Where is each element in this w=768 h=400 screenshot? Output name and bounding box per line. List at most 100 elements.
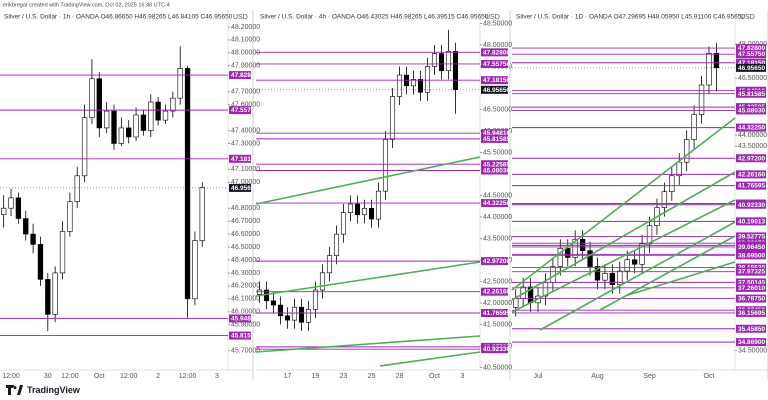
y-tick-label: 34.50000	[738, 347, 767, 354]
trendline	[599, 235, 736, 311]
y-tick-label: 47.00000	[231, 179, 260, 186]
x-tick-label: 30	[44, 373, 52, 380]
candle-body	[661, 191, 668, 208]
y-tick-label: 48.00000	[231, 50, 260, 57]
level-label: 47.55750	[231, 107, 258, 114]
level-label: 42.26160	[738, 171, 765, 178]
level-tag	[481, 48, 508, 57]
x-tick-label: Oct	[429, 373, 440, 380]
level-tag	[736, 242, 766, 251]
candle-body	[410, 79, 417, 87]
candle-body	[133, 114, 139, 138]
candle-body	[445, 51, 452, 72]
candle-body	[572, 239, 578, 258]
candle-body	[587, 250, 593, 267]
y-tick-label: 48.00000	[483, 42, 512, 49]
y-tick-label: 44.50000	[483, 192, 512, 199]
y-axis-unit: USD	[233, 14, 248, 21]
chart-panel: 48.0000046.5000044.0000043.5000034.50000…	[512, 10, 768, 380]
candle-body	[698, 84, 705, 115]
level-label: 45.81585	[738, 91, 765, 98]
candle-body	[431, 53, 438, 67]
candle-body	[277, 304, 284, 317]
level-tag	[736, 89, 766, 98]
level-tag	[229, 154, 251, 163]
level-label: 39.06450	[738, 244, 765, 251]
x-tick-label: 25	[368, 373, 376, 380]
y-tick-label: 46.30000	[231, 270, 260, 277]
level-tag	[736, 338, 766, 347]
level-label: 45.94810	[483, 130, 510, 137]
level-label: 37.26010	[738, 285, 765, 292]
trendline	[379, 351, 481, 367]
candle-body	[118, 127, 125, 144]
candle-body	[177, 68, 183, 99]
y-tick-label: 46.00000	[231, 309, 260, 316]
level-label: 45.08030	[483, 168, 510, 175]
chart-title: Silver / U.S. Dollar · 1D · OANDA O47.29…	[516, 14, 745, 21]
level-tag	[736, 232, 766, 241]
level-label: 45.08030	[738, 107, 765, 114]
y-tick-label: 46.40000	[231, 257, 260, 264]
x-tick-label: 3	[215, 373, 219, 380]
candle-body	[291, 306, 298, 321]
candle-body	[162, 110, 169, 121]
candle-body	[684, 139, 690, 163]
candle-body	[326, 255, 333, 274]
y-tick-label: 45.70000	[231, 347, 260, 354]
candle-body	[15, 197, 22, 219]
level-tag	[736, 181, 766, 190]
level-label: 41.76595	[738, 183, 765, 190]
x-tick-label: 19	[312, 373, 320, 380]
candle-body	[140, 114, 147, 131]
level-tag	[736, 154, 766, 163]
level-tag	[481, 134, 508, 143]
level-label: 36.15695	[738, 310, 765, 317]
candle-body	[319, 272, 326, 291]
footer: TradingView	[0, 381, 768, 400]
candle-body	[669, 175, 675, 192]
y-tick-label: 47.40000	[231, 127, 260, 134]
level-tag	[481, 129, 508, 138]
candle-body	[382, 139, 389, 192]
trendline	[255, 261, 481, 297]
header: erikbregar created with TradingView.com,…	[3, 2, 170, 8]
level-tag	[736, 278, 766, 287]
level-tag	[736, 251, 766, 260]
candle-body	[81, 117, 88, 177]
candle-body	[375, 190, 382, 220]
candle-body	[565, 248, 571, 258]
y-tick-label: 47.90000	[231, 63, 260, 70]
chart-panel: 48.20000 48.10000 48.00000 47.90000 47.70000…	[0, 10, 260, 380]
candle-body	[192, 240, 198, 300]
candle-body	[438, 53, 445, 72]
x-tick-label: 23	[340, 373, 348, 380]
level-label: 47.18150	[738, 60, 765, 67]
candle-body	[624, 259, 630, 272]
footer-bg	[0, 381, 768, 400]
y-tick-label: 46.70000	[231, 218, 260, 225]
level-tag	[229, 106, 251, 115]
candle-body	[646, 225, 653, 245]
candle-body	[340, 212, 347, 235]
x-tick-label: Jul	[534, 373, 543, 380]
y-tick-label: 43.50000	[483, 235, 512, 242]
candle-body	[256, 289, 263, 295]
level-tag	[736, 170, 766, 179]
level-tag	[229, 71, 251, 80]
level-label: 39.52775	[738, 233, 765, 240]
candle-body	[617, 270, 623, 285]
chart-title: Silver / U.S. Dollar · 4h · OANDA O46.43…	[260, 14, 489, 21]
level-label: 40.19013	[738, 218, 765, 225]
candle-body	[452, 51, 459, 90]
level-tag	[736, 267, 766, 276]
y-tick-label: 47.70000	[231, 89, 260, 96]
candle-body	[67, 201, 73, 232]
y-tick-label: 46.50000	[231, 244, 260, 251]
x-tick-label: 12:00	[120, 373, 138, 380]
trendlines	[255, 117, 736, 367]
candle-body	[602, 273, 608, 281]
level-label: 44.32250	[738, 125, 765, 132]
candle-body	[89, 78, 95, 118]
